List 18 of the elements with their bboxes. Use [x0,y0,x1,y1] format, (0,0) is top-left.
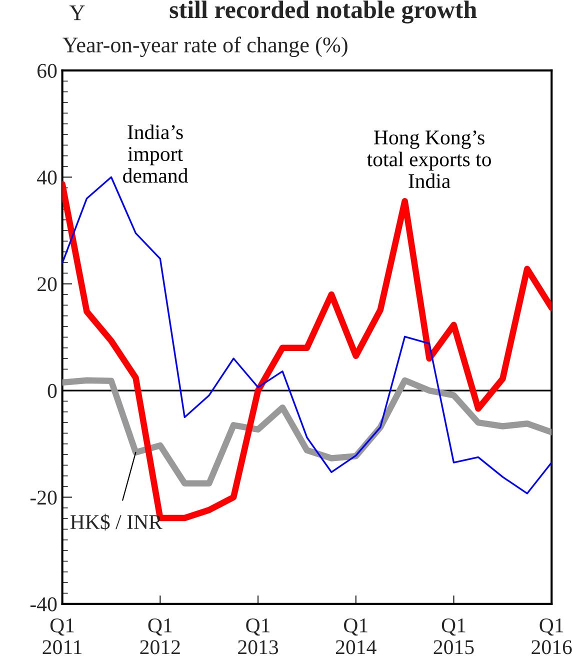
x-tick-label: Q1 2015 [434,618,474,654]
series-label: Hong Kong’s total exports to India [367,130,491,188]
y-tick-label: -20 [30,490,57,505]
x-tick-label: Q1 2014 [336,618,376,654]
y-tick-label: 60 [38,64,57,78]
y-tick-label: 40 [37,170,57,185]
y-tick-label: -40 [30,597,57,612]
series-label: India’s import demand [123,124,188,183]
series-label: HK$ / INR [70,514,162,530]
y-tick-label: 20 [38,277,57,292]
x-tick-label: Q1 2012 [140,618,180,654]
y-tick-label: 0 [48,384,57,398]
x-tick-label: Q1 2011 [42,618,82,654]
x-tick-label: Q1 2016 [532,618,572,654]
chart-title: still recorded notable growth [170,0,477,24]
x-tick-label: Q1 2013 [238,618,278,654]
y-axis-title: Year-on-year rate of change (%) [62,36,348,58]
text: Y [69,6,85,20]
